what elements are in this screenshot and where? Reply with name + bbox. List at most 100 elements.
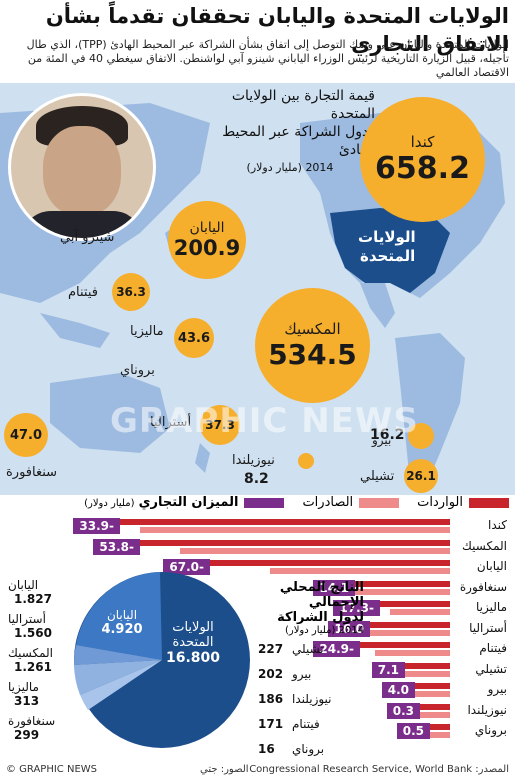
vietnam-label: فيتنام [68, 285, 98, 300]
gdp-title-line2: لدول الشراكة [277, 610, 364, 625]
import-bar [410, 703, 450, 710]
gdp-right-label: تشيلي [292, 642, 324, 656]
portrait-suit [21, 211, 143, 238]
gdp-right-value: 16 [258, 742, 275, 756]
export-bar [270, 568, 450, 574]
japan-circle: اليابان 200.9 [168, 201, 246, 279]
gdp-usa-label-2: المتحدة [172, 635, 214, 650]
australia-shape [50, 373, 170, 453]
export-bar [180, 547, 450, 554]
newzealand-circle [298, 453, 314, 469]
export-bar [140, 527, 450, 533]
gdp-left-label: المكسيك [8, 646, 53, 660]
trade-legend: الواردات الصادرات الميزان التجاري (مليار… [84, 495, 509, 510]
gdp-title-line1: الناتج المحلي الإجمالي [279, 580, 364, 610]
balance-badge: 0.3 [386, 702, 420, 719]
footer-source: المصدر: Congressional Research Service, … [249, 764, 509, 775]
gdp-pie-malaysia [80, 660, 162, 710]
trade-row-country: بيرو [487, 682, 507, 696]
gdp-right-value: 171 [258, 717, 284, 731]
newzealand-label: نيوزيلندا [232, 453, 275, 468]
singapore-label: سنغافورة [6, 465, 58, 480]
trade-row-country: كندا [488, 518, 507, 532]
gdp-left-label: اليابان [8, 578, 39, 592]
watermark: GRAPHIC NEWS [110, 401, 419, 441]
export-bar [335, 588, 450, 595]
mexico-label: المكسيك [284, 320, 341, 338]
legend-exports: الصادرات [302, 495, 400, 510]
map-title-line3: 2014 (مليار دولار) [246, 161, 334, 174]
singapore-value: 47.0 [9, 427, 43, 443]
trade-row-country: المكسيك [462, 538, 507, 553]
chile-circle: 26.1 [404, 459, 438, 493]
legend-balance: الميزان التجاري (مليار دولار) [84, 495, 285, 510]
peru-circle [408, 423, 434, 449]
chile-label: تشيلي [360, 469, 395, 484]
newzealand-shape [195, 443, 210, 473]
map-title-line2: ودول الشراكة عبر المحيط الهادئ [222, 124, 375, 158]
balance-badge: 53.8- [93, 538, 140, 555]
import-bar [405, 683, 450, 689]
gdp-right-value: 227 [258, 642, 284, 656]
peru-value: 16.2 [370, 427, 405, 443]
page-title: الولايات المتحدة واليابان تحققان تقدماً … [45, 4, 509, 56]
export-bar [350, 629, 450, 636]
canada-label: كندا [410, 133, 435, 151]
trade-row-country: تشيلي [475, 661, 507, 676]
trade-row-country: نيوزيلندا [467, 702, 507, 717]
singapore-circle: 47.0 [4, 413, 48, 457]
vietnam-circle: 36.3 [112, 273, 150, 311]
export-bar [375, 650, 450, 656]
trade-row-country: بروناي [474, 723, 507, 737]
map-title: قيمة التجارة بين الولايات المتحدة ودول ا… [205, 87, 375, 177]
gdp-pie-japan [76, 572, 162, 660]
trade-map: شينزو آبي قيمة التجارة بين الولايات المت… [0, 83, 515, 495]
australia-circle: 37.3 [200, 405, 240, 445]
import-bar [395, 662, 450, 669]
map-title-line1: قيمة التجارة بين الولايات المتحدة [231, 88, 375, 122]
balance-badge: 67.0- [163, 559, 210, 575]
gdp-usa-slice-label: الولايات المتحدة 16.800 [158, 620, 228, 666]
mexico-shape [360, 283, 395, 328]
intro-text: الولايات المتحدة واليابان على وشك التوصل… [26, 38, 509, 79]
gdp-left-value: 299 [14, 728, 40, 742]
trade-row-country: سنغافورة [459, 579, 507, 594]
import-bar [130, 539, 450, 546]
malaysia-label: ماليزيا [130, 324, 164, 339]
gdp-left-label: أستراليا [8, 612, 46, 626]
gdp-usa-label-1: الولايات [172, 620, 214, 635]
gdp-unit: 2014 (مليار دولار) [285, 625, 364, 636]
japan-value: 200.9 [173, 236, 241, 260]
export-bar [405, 691, 450, 697]
canada-circle: كندا 658.2 [360, 97, 485, 222]
legend-imports: الواردات [417, 495, 509, 510]
balance-badge: 7.1 [371, 661, 405, 678]
import-bar [370, 601, 450, 607]
balance-badge: 17.3- [333, 600, 380, 616]
gdp-right-label: نيوزيلندا [292, 692, 332, 706]
gdp-right-label: بيرو [292, 667, 312, 681]
export-bar [395, 670, 450, 677]
malaysia-value: 43.6 [177, 330, 211, 346]
gdp-left-label: ماليزيا [8, 680, 39, 694]
import-bar [350, 642, 450, 648]
import-bar [360, 621, 450, 628]
chile-value: 26.1 [406, 469, 436, 483]
gdp-usa-value: 16.800 [165, 650, 221, 666]
trade-row-country: فيتنام [479, 641, 507, 655]
gdp-left-label: سنغافورة [8, 714, 56, 728]
vietnam-value: 36.3 [116, 285, 146, 299]
export-bar [410, 711, 450, 718]
balance-badge: 24.9- [313, 641, 360, 657]
gdp-left-value: 313 [14, 694, 40, 708]
trade-row-country: أستراليا [469, 620, 507, 635]
footer-photo: الصور: جتي [200, 764, 249, 775]
gdp-pie-chart [73, 572, 250, 748]
brunei-label: بروناي [120, 363, 155, 378]
mexico-circle: المكسيك 534.5 [255, 288, 370, 403]
gdp-right-value: 186 [258, 692, 284, 706]
gdp-japan-slice-label: اليابان 4.920 [92, 608, 152, 637]
shinzo-abe-portrait [8, 93, 156, 241]
portrait-face [43, 126, 121, 216]
import-bar [345, 580, 450, 587]
